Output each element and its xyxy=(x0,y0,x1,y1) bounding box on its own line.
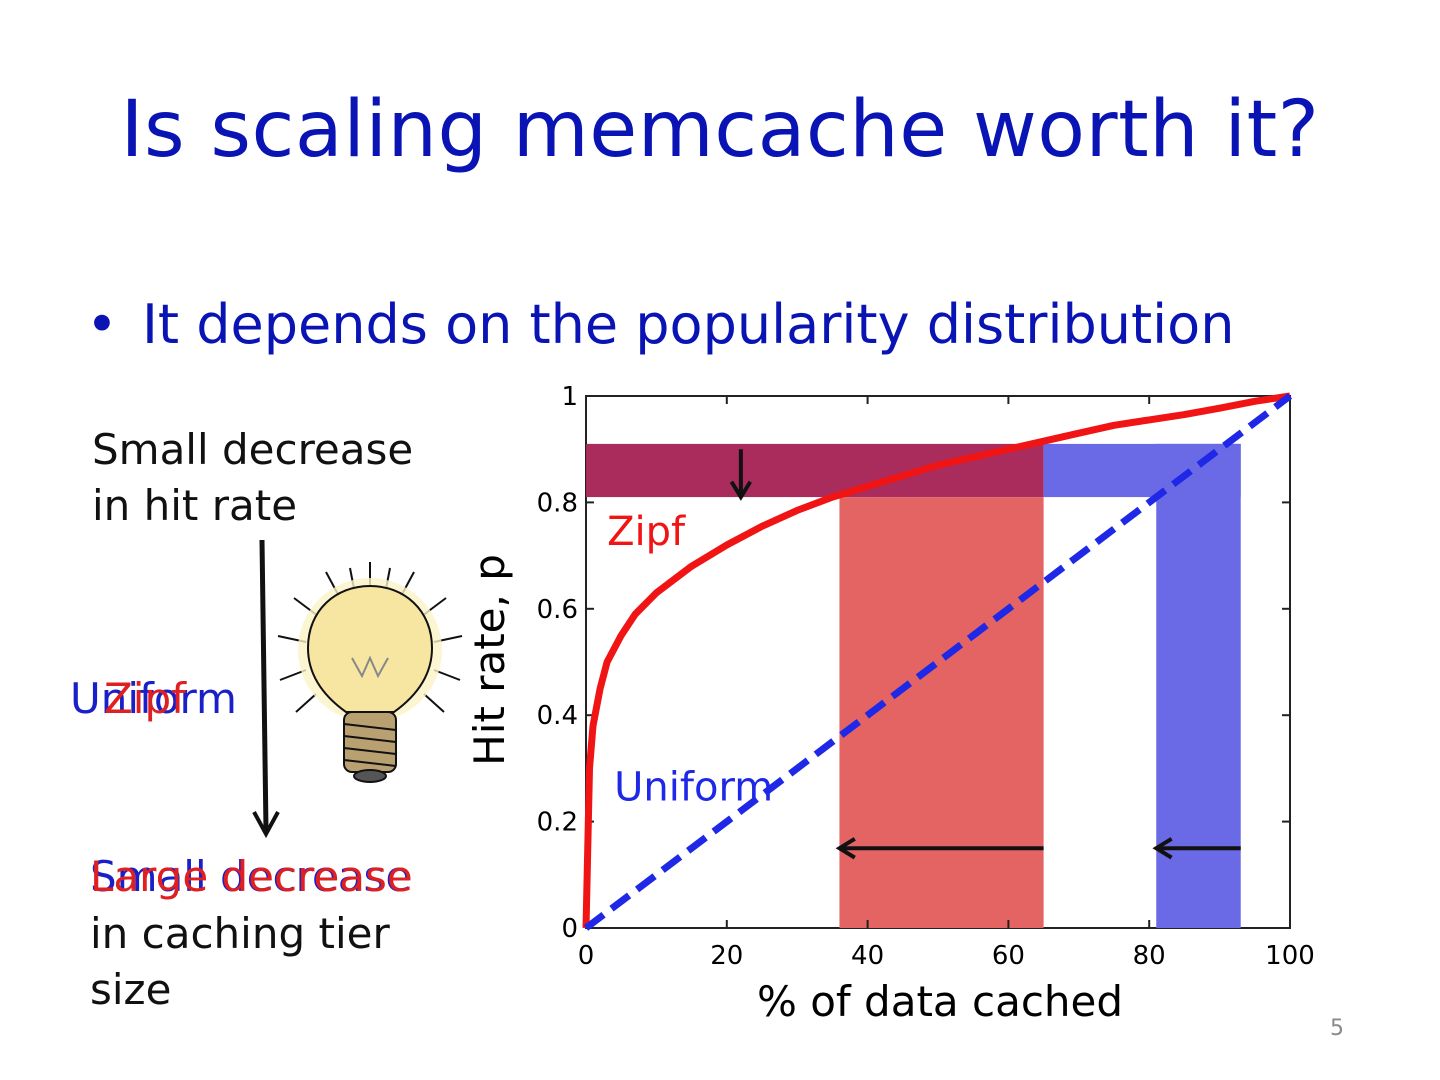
note-caching-tier-line3: size xyxy=(90,965,172,1015)
x-tick-label: 60 xyxy=(992,941,1025,971)
y-tick-label: 0 xyxy=(561,914,578,944)
y-tick-label: 0.8 xyxy=(537,488,578,518)
bullet-text: It depends on the popularity distributio… xyxy=(142,293,1235,356)
bullet-dot-icon: • xyxy=(86,293,118,356)
zipf-size-arrow-head xyxy=(835,837,856,860)
x-axis-label: % of data cached xyxy=(757,977,1123,1026)
note-caching-tier: in caching tier size xyxy=(90,906,390,1019)
y-tick-label: 1 xyxy=(561,382,578,412)
note-small-decrease: Small decrease xyxy=(90,852,412,901)
x-tick-label: 0 xyxy=(578,941,595,971)
uniform-size-arrow-head xyxy=(1152,837,1173,860)
label-uniform-left: Uniform xyxy=(70,674,237,723)
x-tick-label: 40 xyxy=(851,941,884,971)
light-bulb-icon xyxy=(277,562,463,783)
x-tick-label: 20 xyxy=(710,941,743,971)
note-caching-tier-line2: in caching tier xyxy=(90,909,390,958)
hit-rate-band xyxy=(586,443,1044,498)
hit-rate-arrow-head xyxy=(729,480,752,501)
annotation-uniform: Uniform xyxy=(614,764,773,810)
series-uniform-line xyxy=(583,393,1293,931)
note-hit-rate-line2: in hit rate xyxy=(92,481,298,531)
label-zipf-left: Zipf xyxy=(104,674,186,723)
annotation-zipf: Zipf xyxy=(607,509,686,555)
y-tick-label: 0.4 xyxy=(537,701,578,731)
y-axis-label: Hit rate, p xyxy=(465,554,514,766)
note-hit-rate-line1: Small decrease xyxy=(92,425,414,474)
series-zipf-line xyxy=(582,392,1291,929)
x-tick-label: 100 xyxy=(1265,941,1315,971)
slide-title: Is scaling memcache worth it? xyxy=(120,85,1320,175)
note-large-decrease: Large decrease xyxy=(90,852,413,901)
decrease-arrow xyxy=(252,539,280,839)
y-tick-label: 0.2 xyxy=(537,808,578,838)
slide-number: 5 xyxy=(1330,1016,1344,1041)
y-tick-label: 0.6 xyxy=(537,595,578,625)
note-hit-rate: Small decrease in hit rate xyxy=(92,422,413,535)
x-tick-label: 80 xyxy=(1133,941,1166,971)
plot-area: 0 20 40 60 80 100 0 0.2 0.4 0.6 0.8 1 Zipf Uniform xyxy=(537,382,1315,971)
bullet-item: • It depends on the popularity distributi… xyxy=(86,293,1235,356)
